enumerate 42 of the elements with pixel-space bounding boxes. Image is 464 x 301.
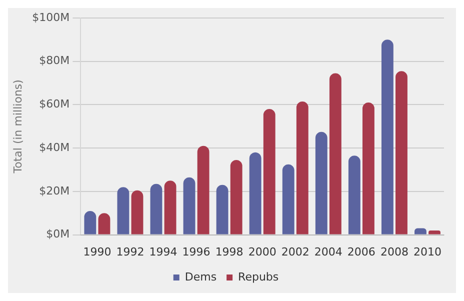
bar — [381, 40, 394, 234]
bar — [263, 109, 276, 234]
x-tick-label: 2004 — [314, 245, 342, 258]
bar — [84, 210, 96, 234]
bar — [98, 213, 110, 234]
bar — [183, 177, 196, 234]
bar — [348, 156, 360, 234]
y-tick-label: $80M — [39, 54, 70, 68]
legend-label: Dems — [184, 270, 217, 284]
x-tick-label: 1992 — [116, 245, 144, 258]
x-tick-label: 2006 — [347, 245, 376, 258]
bar — [164, 180, 176, 234]
bar — [362, 102, 374, 234]
bar — [282, 164, 294, 234]
x-tick-label: 2008 — [380, 245, 408, 258]
y-tick-label: $0M — [46, 228, 70, 241]
bar — [315, 132, 328, 234]
x-tick-label: 1996 — [182, 245, 210, 258]
bar — [249, 152, 262, 234]
y-tick-label: $60M — [39, 98, 70, 111]
bar — [197, 146, 210, 234]
bar — [329, 73, 342, 234]
bar — [428, 230, 440, 234]
y-tick-label: $40M — [39, 140, 70, 154]
bar — [230, 160, 242, 234]
bar — [396, 71, 408, 234]
bar — [150, 184, 162, 234]
x-tick-label: 1998 — [215, 245, 244, 258]
x-tick-label: 2000 — [248, 245, 276, 258]
bar — [117, 187, 130, 234]
bar — [414, 228, 426, 234]
x-tick-label: 2002 — [281, 245, 310, 258]
y-tick-label: $20M — [39, 184, 70, 198]
bar — [216, 184, 228, 234]
x-tick-label: 1990 — [83, 245, 112, 258]
x-tick-label: 1994 — [149, 245, 178, 258]
bar — [131, 190, 144, 234]
bar — [296, 101, 308, 234]
legend-label: Repubs — [238, 270, 279, 284]
y-tick-label: $100M — [32, 10, 70, 24]
x-tick-label: 2010 — [413, 245, 442, 258]
y-axis-title: Total (in millions) — [11, 80, 24, 174]
